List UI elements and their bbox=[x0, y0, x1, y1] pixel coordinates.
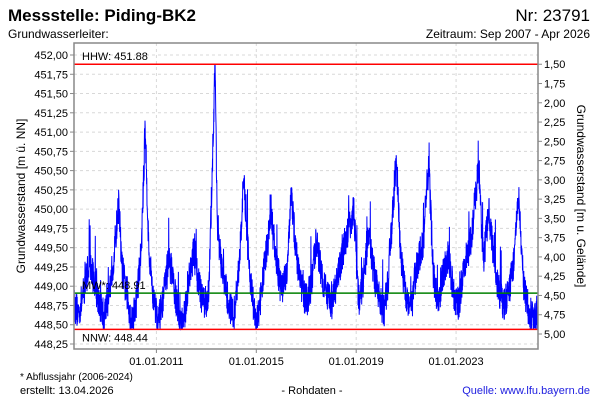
x-tick-label: 01.01.2023 bbox=[429, 356, 484, 368]
y-right-tick-label: 4,75 bbox=[544, 310, 565, 322]
aquifer-label: Grundwasserleiter: bbox=[8, 27, 109, 41]
y-right-tick-label: 2,50 bbox=[544, 136, 565, 148]
y-tick-label: 450,00 bbox=[34, 204, 68, 216]
y-right-tick-label: 3,50 bbox=[544, 213, 565, 225]
x-tick-label: 01.01.2015 bbox=[229, 356, 284, 368]
y-tick-label: 449,00 bbox=[34, 281, 68, 293]
period-label: Zeitraum: Sep 2007 - Apr 2026 bbox=[426, 27, 590, 41]
y-right-tick-label: 3,00 bbox=[544, 175, 565, 187]
y-right-tick-label: 1,75 bbox=[544, 79, 565, 91]
y-right-tick-label: 4,00 bbox=[544, 252, 565, 264]
created-date: erstellt: 13.04.2026 bbox=[20, 385, 114, 397]
source-link[interactable]: Quelle: www.lfu.bayern.de bbox=[462, 385, 590, 397]
y-tick-label: 451,50 bbox=[34, 89, 68, 101]
y-tick-label: 450,25 bbox=[34, 185, 68, 197]
y-tick-label: 451,00 bbox=[34, 127, 68, 139]
y-tick-label: 448,75 bbox=[34, 300, 68, 312]
y-right-tick-label: 4,25 bbox=[544, 271, 565, 283]
nnw-label: NNW: 448.44 bbox=[82, 332, 148, 344]
y-tick-label: 450,75 bbox=[34, 146, 68, 158]
y-tick-label: 452,00 bbox=[34, 50, 68, 62]
station-title: Messstelle: Piding-BK2 bbox=[8, 6, 196, 25]
y-right-tick-label: 2,75 bbox=[544, 156, 565, 168]
mw-label: MW*: 448.91 bbox=[82, 280, 146, 292]
plot-frame bbox=[73, 42, 539, 350]
x-tick-label: 01.01.2019 bbox=[329, 356, 384, 368]
y-right-tick-label: 4,50 bbox=[544, 290, 565, 302]
y-tick-label: 448,50 bbox=[34, 320, 68, 332]
footnote: * Abflussjahr (2006-2024) bbox=[20, 372, 133, 383]
y-axis-label-left: Grundwasserstand [m ü. NN] bbox=[14, 119, 28, 274]
data-type: - Rohdaten - bbox=[281, 385, 342, 397]
series-layer bbox=[73, 64, 539, 331]
y-tick-label: 450,50 bbox=[34, 166, 68, 178]
y-right-tick-label: 1,50 bbox=[544, 59, 565, 71]
station-number: Nr: 23791 bbox=[515, 6, 590, 25]
y-tick-label: 451,75 bbox=[34, 69, 68, 81]
y-right-tick-label: 3,75 bbox=[544, 233, 565, 245]
y-axis-label-right: Grundwasserstand [m u. Gelände] bbox=[574, 105, 588, 288]
y-right-tick-label: 2,00 bbox=[544, 98, 565, 110]
y-right-tick-label: 3,25 bbox=[544, 194, 565, 206]
y-tick-label: 448,25 bbox=[34, 339, 68, 351]
y-tick-label: 449,50 bbox=[34, 243, 68, 255]
groundwater-level-line bbox=[73, 64, 539, 331]
y-right-tick-label: 2,25 bbox=[544, 117, 565, 129]
y-right-tick-label: 5,00 bbox=[544, 329, 565, 341]
y-tick-label: 449,75 bbox=[34, 223, 68, 235]
reference-lines: HHW: 451.88 MW*: 448.91 NNW: 448.44 bbox=[74, 51, 538, 344]
y-tick-label: 451,25 bbox=[34, 108, 68, 120]
y-tick-label: 449,25 bbox=[34, 262, 68, 274]
x-tick-label: 01.01.2011 bbox=[129, 356, 183, 368]
axes: 448,25 448,50 448,75 449,00 449,25 449,50 449,… bbox=[34, 50, 565, 368]
hhw-label: HHW: 451.88 bbox=[82, 51, 148, 63]
